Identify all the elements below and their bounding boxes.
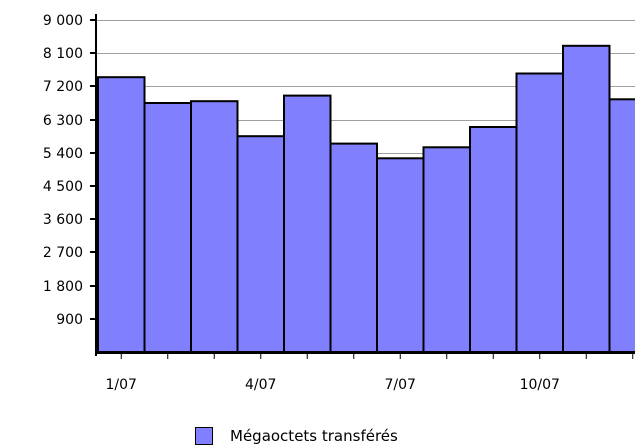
bar [608,98,635,353]
bar [143,102,192,353]
y-tick-label: 3 600 [43,212,83,228]
bar [469,126,518,353]
bar [190,100,239,353]
legend-swatch [195,427,213,445]
y-tick-label: 8 100 [43,46,83,62]
y-tick-label: 9 000 [43,13,83,29]
bar [97,76,146,353]
bar [283,94,332,353]
bar [422,146,471,353]
bar [376,157,425,353]
legend-label: Mégaoctets transférés [230,427,398,445]
y-tick-label: 7 200 [43,79,83,95]
bar [236,135,285,353]
y-tick-label: 4 500 [43,179,83,195]
x-tick-label: 1/07 [106,377,137,393]
x-tick-label: 7/07 [385,377,416,393]
y-tick-label: 2 700 [43,245,83,261]
bar [329,142,378,353]
bar [562,44,611,354]
y-tick-label: 1 800 [43,279,83,295]
legend: Mégaoctets transférés [195,424,398,448]
bar [515,72,564,353]
x-tick-label: 4/07 [245,377,276,393]
chart: 900 1 800 2 700 3 600 4 500 5 400 6 300 7 200 8 … [43,13,635,393]
y-tick-label: 5 400 [43,146,83,162]
x-tick-label: 10/07 [520,377,560,393]
y-tick-label: 6 300 [43,113,83,129]
y-tick-label: 900 [56,312,83,328]
